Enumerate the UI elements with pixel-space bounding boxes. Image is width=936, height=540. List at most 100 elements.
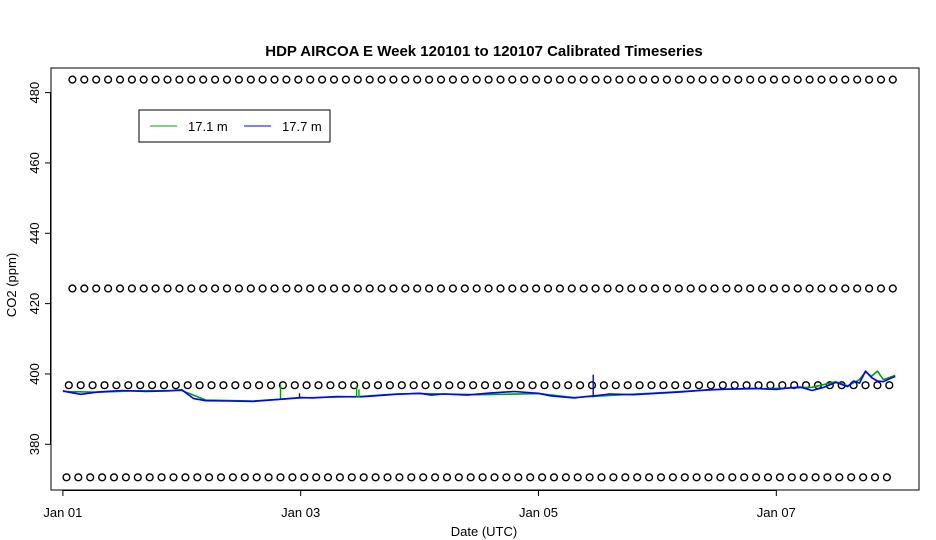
calibration-point bbox=[266, 381, 276, 390]
calibration-point bbox=[704, 473, 713, 482]
calibration-point bbox=[436, 284, 446, 293]
y-tick-label: 460 bbox=[27, 152, 42, 174]
calibration-point bbox=[395, 473, 404, 482]
calibration-point bbox=[575, 381, 585, 390]
calibration-point bbox=[187, 284, 196, 293]
calibration-point bbox=[347, 473, 356, 482]
calibration-point bbox=[686, 284, 695, 293]
calibration-point bbox=[650, 284, 660, 293]
calibration-point bbox=[413, 284, 422, 293]
calibration-point bbox=[181, 473, 190, 482]
calibration-point bbox=[148, 381, 157, 390]
calibration-point bbox=[350, 381, 359, 390]
calibration-point bbox=[288, 473, 297, 482]
calibration-point bbox=[276, 473, 285, 482]
calibration-point bbox=[835, 473, 844, 482]
calibration-point bbox=[300, 473, 309, 482]
calibration-point bbox=[246, 284, 255, 293]
calibration-point bbox=[811, 473, 820, 482]
calibration-point bbox=[484, 284, 493, 293]
calibration-point bbox=[528, 381, 537, 390]
calibration-point bbox=[353, 284, 362, 293]
calibration-point bbox=[234, 284, 244, 293]
calibration-point bbox=[373, 381, 383, 390]
calibration-point bbox=[448, 284, 458, 293]
calibration-point bbox=[169, 473, 178, 482]
calibration-point bbox=[68, 284, 77, 293]
x-tick-label: Jan 05 bbox=[519, 505, 558, 520]
calibration-point bbox=[656, 473, 666, 482]
calibration-point bbox=[799, 473, 808, 482]
calibration-point bbox=[885, 381, 894, 390]
calibration-point bbox=[853, 75, 862, 84]
calibration-point bbox=[823, 473, 832, 482]
calibration-point bbox=[359, 473, 368, 482]
calibration-point bbox=[365, 284, 374, 293]
calibration-point bbox=[466, 473, 475, 482]
calibration-point bbox=[757, 284, 767, 293]
calibration-point bbox=[157, 473, 166, 482]
calibration-point bbox=[436, 75, 446, 84]
calibration-point bbox=[740, 473, 749, 482]
calibration-point bbox=[793, 75, 802, 84]
calibration-point bbox=[401, 75, 410, 84]
series-lines bbox=[62, 370, 896, 403]
calibration-point bbox=[805, 284, 814, 293]
legend-label-17-1m: 17.1 m bbox=[188, 119, 228, 134]
calibration-point bbox=[520, 75, 529, 84]
calibration-point bbox=[817, 284, 826, 293]
calibration-point bbox=[680, 473, 689, 482]
calibration-point bbox=[567, 75, 576, 84]
x-tick-label: Jan 01 bbox=[43, 505, 82, 520]
calibration-point bbox=[383, 473, 392, 482]
calibration-point bbox=[472, 284, 481, 293]
calibration-point bbox=[211, 284, 220, 293]
calibration-point bbox=[775, 473, 785, 482]
calibration-point bbox=[825, 381, 834, 390]
calibration-point bbox=[858, 473, 868, 482]
calibration-point bbox=[246, 75, 255, 84]
calibration-point bbox=[531, 75, 541, 84]
calibration-point bbox=[124, 381, 133, 390]
calibration-point bbox=[769, 75, 779, 84]
calibration-point bbox=[746, 284, 755, 293]
calibration-point bbox=[457, 381, 466, 390]
x-axis-label: Date (UTC) bbox=[451, 524, 517, 539]
calibration-point bbox=[258, 284, 267, 293]
calibration-point bbox=[103, 75, 113, 84]
calibration-point bbox=[526, 473, 535, 482]
calibration-point bbox=[460, 75, 469, 84]
calibration-points bbox=[62, 75, 897, 482]
calibration-point bbox=[609, 473, 618, 482]
calibration-point bbox=[692, 473, 701, 482]
y-axis-label: CO2 (ppm) bbox=[4, 253, 19, 317]
calibration-point bbox=[659, 381, 668, 390]
calibration-point bbox=[389, 284, 398, 293]
calibration-point bbox=[407, 473, 416, 482]
plot-frame bbox=[50, 67, 920, 491]
calibration-point bbox=[876, 284, 886, 293]
calibration-point bbox=[662, 284, 672, 293]
calibration-point bbox=[290, 381, 299, 390]
calibration-point bbox=[338, 381, 347, 390]
calibration-point bbox=[115, 284, 125, 293]
calibration-point bbox=[698, 284, 707, 293]
calibration-point bbox=[674, 284, 683, 293]
calibration-point bbox=[454, 473, 463, 482]
calibration-point bbox=[133, 473, 142, 482]
calibration-point bbox=[734, 284, 743, 293]
calibration-point bbox=[103, 284, 113, 293]
calibration-point bbox=[543, 284, 553, 293]
calibration-point bbox=[841, 75, 850, 84]
calibration-point bbox=[318, 75, 327, 84]
calibration-point bbox=[62, 473, 71, 482]
calibration-point bbox=[314, 381, 323, 390]
calibration-point bbox=[591, 75, 600, 84]
calibration-point bbox=[514, 473, 523, 482]
calibration-point bbox=[121, 473, 131, 482]
calibration-point bbox=[222, 284, 232, 293]
calibration-point bbox=[139, 284, 148, 293]
y-tick-label: 400 bbox=[27, 363, 42, 385]
calibration-point bbox=[579, 75, 588, 84]
